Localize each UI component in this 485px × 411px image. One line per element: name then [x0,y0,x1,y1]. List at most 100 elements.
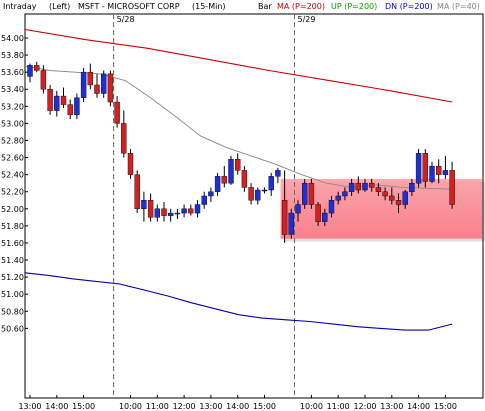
x-tick-label: 15:00 [72,402,95,411]
candle-body [268,176,274,191]
candle-body [34,65,40,71]
x-tick-label: 14:00 [407,402,430,411]
candle-body [147,200,154,218]
candle-body [100,73,107,94]
x-tick-label: 15:00 [253,402,276,411]
y-tick-label: 52.40 [1,171,24,180]
y-tick-label: 53.80 [1,51,24,60]
x-tick-label: 10:00 [300,402,323,411]
candle-body [409,182,415,192]
candle-body [348,182,355,192]
candle-body [181,208,187,214]
candle-body [382,191,388,197]
y-tick-label: 50.60 [1,324,24,333]
x-tick-label: 10:00 [119,402,142,411]
candle-body [214,176,221,192]
candle-body [442,170,449,175]
interval: (15-Min) [192,2,226,11]
candle-body [335,195,341,201]
candle-body [288,212,294,235]
y-tick-label: 54.00 [1,34,24,43]
candle-body [322,212,328,222]
chart-style: Bar [258,2,272,11]
candle-body [389,195,395,201]
y-tick-label: 52.80 [1,136,24,145]
candle-body [134,174,140,209]
candle-body [201,195,207,205]
candle-body [415,153,422,184]
candle-body [40,70,47,90]
axis-side: (Left) [49,2,71,11]
candle-body [395,200,402,205]
candle-body [436,165,442,175]
y-tick-label: 53.40 [1,85,24,94]
y-tick-label: 51.40 [1,256,24,265]
candle-body [208,191,214,197]
candle-body [67,104,73,116]
candle-body [261,189,268,192]
candle-body [281,200,288,235]
candle-body [167,212,174,216]
x-tick-label: 13:00 [380,402,403,411]
candle-body [87,71,94,86]
candle-body [127,153,134,175]
legend-up: UP (P=200) [331,2,378,11]
candle-body [174,212,181,215]
x-tick-label: 12:00 [353,402,376,411]
candle-body [154,208,161,218]
x-tick-label: 13:00 [18,402,41,411]
candle-body [308,182,315,205]
candle-body [355,182,361,191]
candle-body [121,123,127,154]
plot-frame [24,13,484,399]
candle-body [27,65,33,77]
y-tick-label: 52.60 [1,154,24,163]
y-tick-label: 51.00 [1,290,24,299]
candle-body [375,187,382,192]
legend-ma200: MA (P=200) [277,2,325,11]
candle-body [74,97,80,116]
candle-body [429,165,435,182]
y-tick-label: 51.60 [1,239,24,248]
candle-body [342,191,348,197]
candle-body [241,170,248,188]
candle-body [228,159,234,184]
x-tick-label: 12:00 [173,402,196,411]
candle-body [60,95,67,105]
y-tick-label: 51.80 [1,222,24,231]
series-line-lower-band [24,272,453,331]
y-tick-label: 53.00 [1,119,24,128]
x-tick-label: 14:00 [45,402,68,411]
y-tick-label: 53.20 [1,102,24,111]
chart-mode: Intraday [3,2,37,11]
candle-body [449,170,455,205]
candle-body [275,170,281,177]
candle-body [362,182,368,191]
candle-body [161,208,167,216]
candle-body [234,159,241,171]
candle-body [54,95,60,111]
candle-body [80,71,87,98]
y-tick-label: 50.80 [1,307,24,316]
candle-body [328,200,335,214]
series-line-ma40 [24,65,453,190]
date-label: 5/28 [117,15,135,24]
candle-body [248,187,254,201]
y-tick-label: 51.20 [1,273,24,282]
x-tick-label: 15:00 [434,402,457,411]
candle-body [255,189,261,201]
candle-body [141,200,147,209]
y-tick-label: 52.00 [1,205,24,214]
y-tick-label: 53.60 [1,68,24,77]
candle-body [221,176,228,184]
candle-body [194,204,201,214]
candle-body [47,89,53,111]
candle-body [422,153,428,182]
candle-body [188,208,194,214]
candle-body [295,204,301,214]
series-line-ma200 [24,28,453,103]
symbol-name: MSFT - MICROSOFT CORP [78,2,180,11]
y-tick-label: 52.20 [1,188,24,197]
candle-body [94,84,100,94]
